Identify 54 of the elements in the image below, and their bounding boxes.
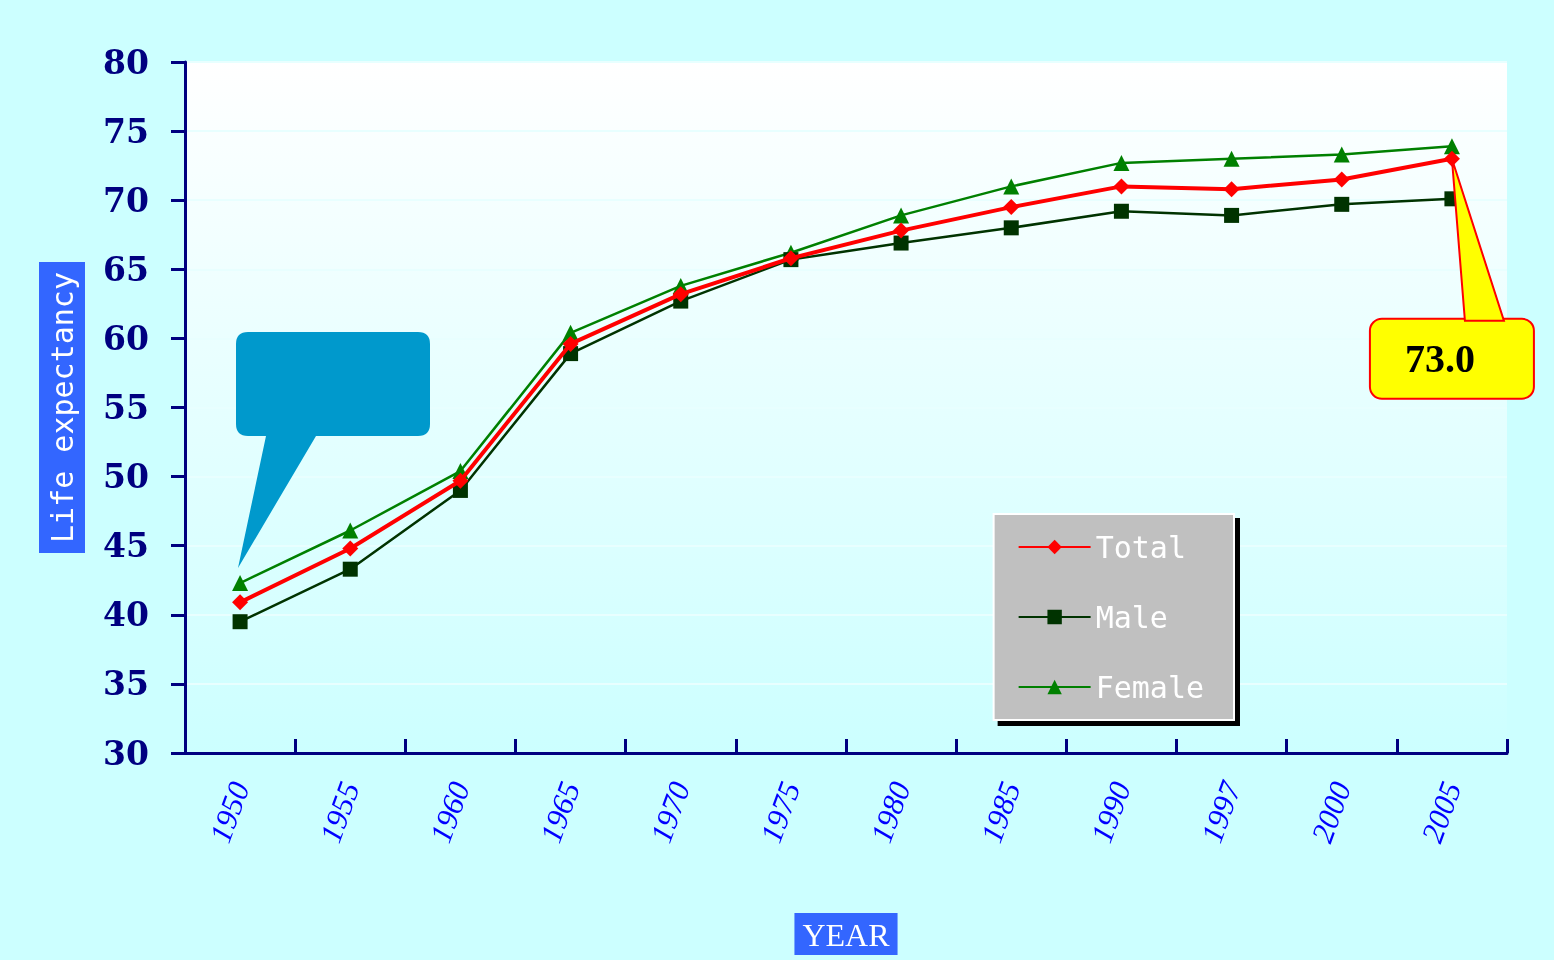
y-tick-label: 60 bbox=[103, 318, 149, 358]
x-tick-label: 2000 bbox=[1304, 776, 1359, 848]
x-tick-label: 1970 bbox=[643, 776, 698, 848]
point bbox=[1443, 138, 1460, 155]
point bbox=[1003, 199, 1020, 216]
point bbox=[562, 335, 579, 352]
legend-label: Female bbox=[1095, 669, 1205, 705]
point bbox=[672, 286, 689, 303]
point bbox=[1334, 196, 1350, 212]
point bbox=[232, 614, 248, 630]
point bbox=[893, 235, 909, 251]
point bbox=[342, 522, 359, 539]
x-tick-label: 1965 bbox=[532, 777, 588, 848]
point bbox=[1223, 150, 1240, 167]
point bbox=[1113, 178, 1130, 195]
y-tick-label: 70 bbox=[103, 180, 149, 220]
point bbox=[1333, 146, 1350, 163]
x-tick-label: 1985 bbox=[973, 777, 1028, 848]
point bbox=[1113, 154, 1130, 171]
x-tick-label: 1980 bbox=[863, 776, 918, 848]
point bbox=[342, 561, 358, 577]
x-tick-label: 1960 bbox=[422, 776, 478, 848]
x-tick-label: 1990 bbox=[1083, 776, 1139, 848]
point bbox=[1333, 171, 1350, 188]
point bbox=[232, 575, 249, 592]
point bbox=[1113, 203, 1129, 219]
legend-label: Male bbox=[1095, 599, 1168, 635]
annotation: 73.0 bbox=[1404, 336, 1475, 382]
y-tick-label: 55 bbox=[103, 388, 149, 427]
y-tick-label: 30 bbox=[103, 733, 149, 773]
point bbox=[452, 472, 469, 489]
y-tick-label: 50 bbox=[103, 457, 149, 497]
point bbox=[893, 222, 910, 239]
x-tick-label: 1975 bbox=[753, 777, 808, 848]
point bbox=[893, 207, 910, 224]
y-tick-label: 45 bbox=[103, 526, 149, 566]
point bbox=[1003, 220, 1019, 236]
y-tick-label: 75 bbox=[103, 111, 149, 151]
x-tick-label: 1950 bbox=[202, 776, 257, 848]
y-tick-label: 40 bbox=[103, 595, 149, 635]
point bbox=[232, 594, 249, 611]
x-axis-title: YEAR bbox=[802, 917, 891, 953]
x-tick-label: 1955 bbox=[312, 777, 367, 848]
y-tick-label: 65 bbox=[103, 249, 149, 289]
point bbox=[1224, 207, 1240, 223]
point bbox=[342, 540, 359, 557]
y-tick-label: 35 bbox=[103, 664, 149, 704]
y-axis-title: Life expectancy bbox=[44, 272, 80, 543]
point bbox=[1223, 181, 1240, 198]
y-tick-label: 80 bbox=[103, 42, 149, 82]
x-tick-label: 1997 bbox=[1193, 775, 1249, 848]
point bbox=[1003, 178, 1020, 195]
x-tick-label: 2005 bbox=[1414, 777, 1469, 848]
legend-label: Total bbox=[1095, 529, 1186, 565]
